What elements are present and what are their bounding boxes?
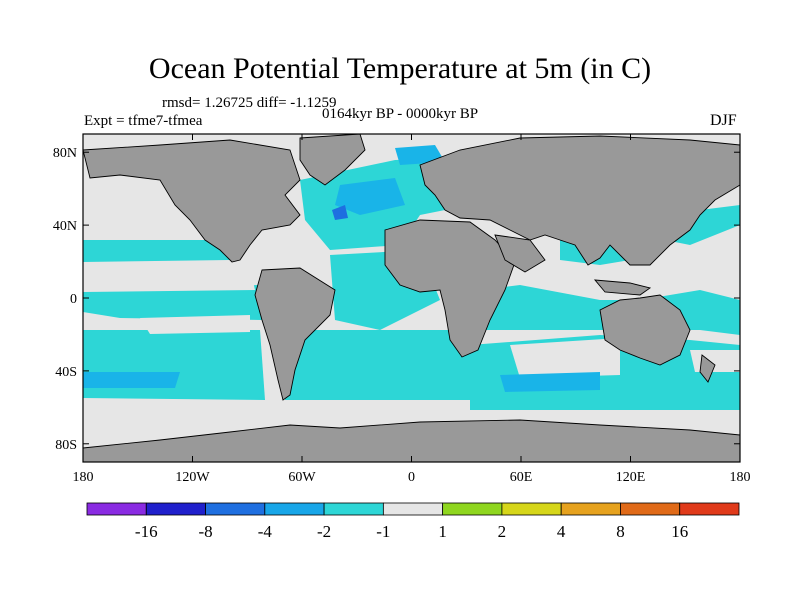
period-label: 0164kyr BP - 0000kyr BP <box>322 106 479 122</box>
map-field <box>83 134 740 462</box>
lon-tick-label: 60E <box>510 470 533 485</box>
lat-tick-label: 80N <box>53 146 77 161</box>
colorbar-bin <box>620 502 681 516</box>
latitude-axis: 80N 40N 0 40S 80S <box>53 146 740 453</box>
colorbar-bin <box>501 502 562 516</box>
colorbar-level-label: -16 <box>135 522 158 541</box>
land-masses <box>83 134 740 462</box>
colorbar-level-label: -8 <box>198 522 212 541</box>
colorbar-bin <box>382 502 444 516</box>
stats-label: rmsd= 1.26725 diff= -1.1259 <box>162 95 337 111</box>
lon-tick-label: 60W <box>288 470 316 485</box>
land-greenland <box>299 134 366 186</box>
colorbar-level-label: 2 <box>498 522 507 541</box>
colorbar-level-label: -2 <box>317 522 331 541</box>
colorbar-bin <box>442 502 503 516</box>
colorbar-bin <box>145 502 206 516</box>
strong-cooling-spot <box>332 205 348 220</box>
colorbar-level-label: 4 <box>557 522 566 541</box>
colorbar-bin <box>205 502 266 516</box>
land-eurasia <box>419 135 740 266</box>
strong-cooling-patches <box>83 145 600 392</box>
colorbar-level-label: -4 <box>258 522 273 541</box>
colorbar-bin <box>86 502 147 516</box>
lon-tick-label: 0 <box>408 470 415 485</box>
colorbar: -16 -8 -4 -2 -1 1 2 4 8 16 <box>86 502 740 541</box>
land-south-america <box>254 267 336 401</box>
lat-tick-label: 40N <box>53 219 77 234</box>
land-arabia <box>494 234 546 273</box>
colorbar-bin <box>679 502 740 516</box>
colorbar-bin <box>323 502 384 516</box>
experiment-label: Expt = tfme7-tfmea <box>84 113 203 129</box>
lat-tick-label: 80S <box>55 438 77 453</box>
lon-tick-label: 180 <box>730 470 751 485</box>
colorbar-level-label: 1 <box>438 522 447 541</box>
season-label: DJF <box>710 112 737 129</box>
plot-title: Ocean Potential Temperature at 5m (in C) <box>148 52 652 85</box>
land-north-america <box>83 139 301 263</box>
lon-tick-label: 180 <box>73 470 94 485</box>
warm-patches <box>83 245 740 378</box>
longitude-axis: 180 120W 60W 0 60E 120E 180 <box>73 134 751 485</box>
lat-tick-label: 0 <box>70 292 77 307</box>
lon-tick-label: 120W <box>175 470 210 485</box>
colorbar-bin <box>560 502 621 516</box>
land-antarctica <box>83 419 740 462</box>
land-africa <box>384 219 516 358</box>
colorbar-level-label: 8 <box>616 522 625 541</box>
colorbar-bin <box>264 502 325 516</box>
lat-tick-label: 40S <box>55 365 77 380</box>
land-new-zealand <box>699 354 716 383</box>
land-indonesia <box>593 279 652 296</box>
colorbar-level-label: -1 <box>376 522 390 541</box>
land-australia <box>599 294 691 366</box>
colorbar-level-label: 16 <box>671 522 688 541</box>
lon-tick-label: 120E <box>616 470 646 485</box>
